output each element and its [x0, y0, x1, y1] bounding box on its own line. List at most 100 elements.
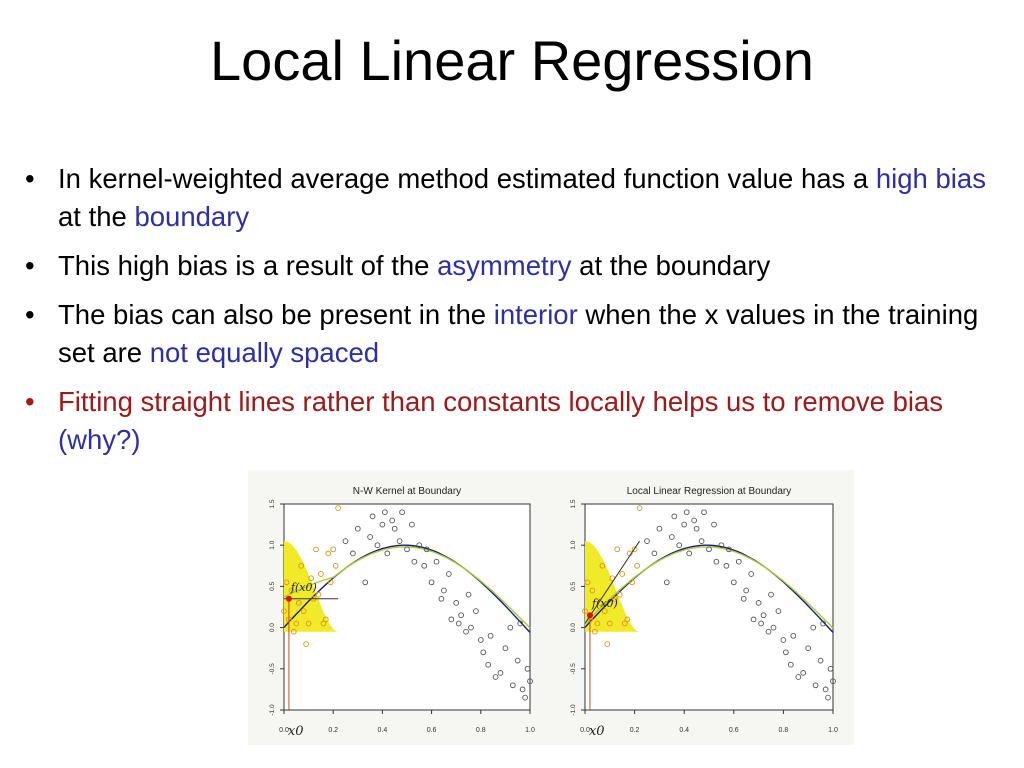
data-point: [758, 620, 764, 627]
data-point: [468, 624, 474, 631]
data-point: [740, 595, 747, 602]
data-point: [362, 579, 369, 586]
data-point: [298, 562, 305, 569]
data-point: [686, 550, 693, 557]
data-point: [594, 620, 601, 627]
data-point: [668, 534, 675, 540]
x0-label: x0: [589, 724, 605, 739]
data-point: [800, 670, 807, 676]
data-point: [527, 678, 533, 685]
x0-label: x0: [288, 724, 304, 739]
data-point: [485, 661, 492, 668]
bullet-highlight-high-bias: high bias: [875, 163, 986, 194]
data-point: [656, 525, 663, 532]
data-point: [367, 534, 373, 540]
data-point: [827, 665, 834, 672]
data-point: [330, 546, 337, 553]
data-point: [428, 579, 435, 586]
true-function-curve: [283, 544, 531, 633]
bullet-list: • In kernel-weighted average method estim…: [22, 160, 1012, 470]
data-point: [619, 571, 626, 577]
data-point: [711, 521, 717, 528]
fx0-estimate-point: [285, 595, 292, 602]
data-point: [320, 620, 327, 627]
data-point: [404, 546, 410, 553]
data-point: [589, 587, 596, 594]
data-point: [283, 579, 290, 586]
data-point: [698, 538, 705, 544]
bullet-dot: •: [25, 250, 35, 281]
data-point: [411, 558, 418, 565]
data-point: [382, 509, 388, 516]
data-point: [634, 562, 640, 569]
data-point: [743, 587, 750, 594]
bullet-text-2-a: This high bias is a result of the: [58, 250, 438, 281]
y-tick-label: 0.5: [570, 582, 577, 591]
data-point: [524, 665, 531, 672]
y-tick-label: -0.5: [570, 663, 577, 675]
data-point: [713, 558, 720, 565]
data-point: [604, 641, 611, 647]
data-point: [458, 612, 464, 619]
data-point: [322, 616, 329, 623]
bullet-highlight-not-equally-spaced: not equally spaced: [149, 337, 380, 368]
data-point: [621, 620, 628, 627]
x-tick-label: 0.4: [378, 727, 388, 734]
data-point: [473, 608, 479, 614]
data-point: [448, 616, 455, 623]
y-tick-label: 1.5: [570, 499, 577, 508]
data-point: [438, 595, 445, 602]
data-point: [810, 624, 817, 631]
x-tick-label: 0.2: [328, 727, 338, 734]
y-tick-label: -1.0: [269, 704, 276, 716]
data-point: [441, 587, 447, 594]
data-point: [502, 645, 509, 652]
bullet-highlight-asymmetry: asymmetry: [437, 250, 572, 281]
data-point: [416, 542, 423, 549]
x-tick-label: 1.0: [828, 727, 838, 734]
x-tick-label: 0.4: [679, 727, 689, 734]
data-point: [775, 608, 782, 614]
data-point: [379, 521, 386, 528]
data-point: [817, 657, 824, 664]
data-point: [522, 694, 528, 701]
y-tick-label: 1.5: [269, 499, 276, 508]
fx0-label: f(x0): [591, 597, 618, 610]
data-point: [325, 550, 332, 557]
data-point: [389, 517, 396, 524]
data-point: [433, 558, 440, 565]
data-point: [765, 628, 772, 635]
data-point: [629, 579, 635, 586]
bullet-text-2-b: at the boundary: [571, 250, 771, 281]
bullet-dot: •: [25, 386, 35, 417]
data-point: [492, 674, 499, 680]
data-point: [517, 620, 524, 627]
data-point: [790, 632, 797, 639]
data-point: [636, 505, 643, 511]
bullet-item: • The bias can also be present in the int…: [22, 296, 1012, 372]
y-tick-label: 1.0: [570, 540, 577, 549]
data-point: [616, 591, 623, 598]
data-point: [342, 538, 349, 544]
y-tick-label: -0.5: [269, 663, 276, 675]
data-point: [584, 579, 591, 586]
bullet-text-1-a: In kernel-weighted average method estima…: [58, 163, 876, 194]
data-point: [718, 542, 725, 549]
data-point: [783, 649, 789, 656]
data-point: [663, 579, 670, 586]
bullet-text-4-a: Fitting straight lines rather than const…: [58, 386, 944, 417]
plot-frame: [283, 503, 531, 711]
local-linear-fit: [584, 540, 640, 624]
x-tick-label: 0.0: [279, 727, 289, 734]
plot-frame: [584, 503, 834, 711]
data-point: [332, 562, 339, 569]
data-point: [805, 645, 812, 652]
data-point: [313, 546, 319, 553]
data-point: [651, 550, 658, 557]
data-point: [735, 558, 742, 565]
data-point: [768, 591, 774, 598]
kernel-weight-region: [284, 541, 339, 632]
bullet-text-3-a: The bias can also be present in the: [58, 299, 494, 330]
data-point: [820, 620, 826, 627]
data-point: [614, 546, 621, 553]
